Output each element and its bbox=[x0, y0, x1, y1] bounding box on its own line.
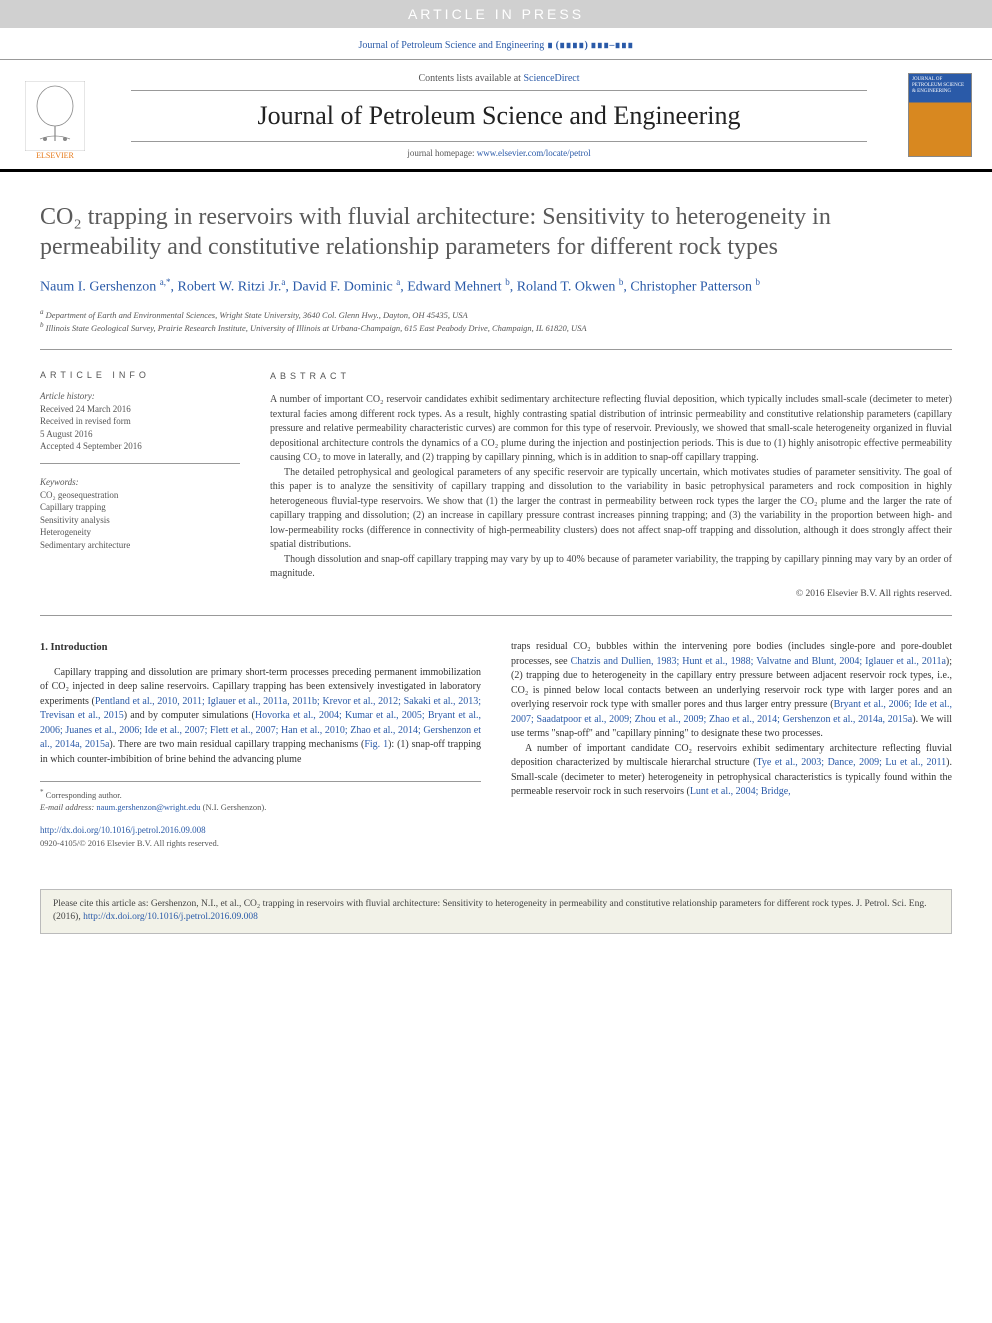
keywords-block: Keywords: CO₂ geosequestration Capillary… bbox=[40, 476, 240, 562]
keyword: Heterogeneity bbox=[40, 526, 240, 539]
elsevier-tree-icon bbox=[25, 81, 85, 151]
elsevier-label: ELSEVIER bbox=[36, 151, 74, 160]
issn-line: 0920-4105/© 2016 Elsevier B.V. All right… bbox=[40, 837, 481, 849]
article-body: CO₂ trapping in reservoirs with fluvial … bbox=[0, 172, 992, 869]
article-info-column: ARTICLE INFO Article history: Received 2… bbox=[40, 370, 240, 601]
affiliation-b: b Illinois State Geological Survey, Prai… bbox=[40, 321, 952, 335]
abstract-copyright: © 2016 Elsevier B.V. All rights reserved… bbox=[270, 588, 952, 602]
intro-heading: 1. Introduction bbox=[40, 640, 481, 655]
email-line: E-mail address: naum.gershenzon@wright.e… bbox=[40, 802, 481, 814]
journal-citation: Journal of Petroleum Science and Enginee… bbox=[0, 28, 992, 59]
text-column-left: 1. Introduction Capillary trapping and d… bbox=[40, 640, 481, 849]
journal-header: ELSEVIER Contents lists available at Sci… bbox=[0, 59, 992, 172]
affiliation-a: a Department of Earth and Environmental … bbox=[40, 308, 952, 322]
intro-p1-cont: traps residual CO₂ bubbles within the in… bbox=[511, 640, 952, 742]
citation-link[interactable]: Chatzis and Dullien, 1983; Hunt et al., … bbox=[571, 656, 946, 667]
article-info-head: ARTICLE INFO bbox=[40, 370, 240, 380]
homepage-link[interactable]: www.elsevier.com/locate/petrol bbox=[477, 148, 591, 158]
journal-citation-name: Journal of Petroleum Science and Enginee… bbox=[359, 40, 545, 51]
history-line: Received 24 March 2016 bbox=[40, 403, 240, 416]
article-title: CO₂ trapping in reservoirs with fluvial … bbox=[40, 202, 952, 262]
sciencedirect-link[interactable]: ScienceDirect bbox=[523, 73, 579, 84]
citation-link[interactable]: Tye et al., 2003; Dance, 2009; Lu et al.… bbox=[756, 757, 946, 768]
main-text-columns: 1. Introduction Capillary trapping and d… bbox=[40, 640, 952, 849]
article-history: Article history: Received 24 March 2016 … bbox=[40, 390, 240, 464]
keywords-label: Keywords: bbox=[40, 476, 240, 489]
figure-link[interactable]: Fig. 1 bbox=[364, 739, 388, 750]
abstract-head: ABSTRACT bbox=[270, 370, 952, 383]
citebox-doi-link[interactable]: http://dx.doi.org/10.1016/j.petrol.2016.… bbox=[83, 912, 258, 922]
keyword: Sedimentary architecture bbox=[40, 539, 240, 552]
homepage-prefix: journal homepage: bbox=[407, 148, 476, 158]
journal-citation-blot: ∎ (∎∎∎∎) ∎∎∎–∎∎∎ bbox=[547, 40, 634, 51]
header-center: Contents lists available at ScienceDirec… bbox=[90, 68, 908, 161]
keyword: CO₂ geosequestration bbox=[40, 489, 240, 502]
keyword: Sensitivity analysis bbox=[40, 514, 240, 527]
intro-p2: A number of important candidate CO₂ rese… bbox=[511, 742, 952, 800]
history-label: Article history: bbox=[40, 390, 240, 403]
footnotes: * Corresponding author. E-mail address: … bbox=[40, 781, 481, 814]
intro-p1: Capillary trapping and dissolution are p… bbox=[40, 666, 481, 768]
please-cite-box: Please cite this article as: Gershenzon,… bbox=[40, 889, 952, 934]
authors-list: Naum I. Gershenzon a,*, Robert W. Ritzi … bbox=[40, 276, 952, 298]
contents-line: Contents lists available at ScienceDirec… bbox=[131, 73, 867, 91]
abstract-p3: Though dissolution and snap-off capillar… bbox=[270, 553, 952, 582]
homepage-line: journal homepage: www.elsevier.com/locat… bbox=[131, 141, 867, 158]
citation-link[interactable]: Lunt et al., 2004; Bridge, bbox=[690, 786, 791, 797]
history-line: Accepted 4 September 2016 bbox=[40, 440, 240, 453]
journal-name: Journal of Petroleum Science and Enginee… bbox=[90, 101, 908, 131]
doi-line: http://dx.doi.org/10.1016/j.petrol.2016.… bbox=[40, 824, 481, 837]
doi-link[interactable]: http://dx.doi.org/10.1016/j.petrol.2016.… bbox=[40, 825, 206, 835]
contents-prefix: Contents lists available at bbox=[418, 73, 523, 84]
watermark-bar: ARTICLE IN PRESS bbox=[0, 0, 992, 28]
text-column-right: traps residual CO₂ bubbles within the in… bbox=[511, 640, 952, 849]
history-line: Received in revised form bbox=[40, 415, 240, 428]
corresponding-author: * Corresponding author. bbox=[40, 788, 481, 802]
info-abstract-row: ARTICLE INFO Article history: Received 2… bbox=[40, 370, 952, 616]
affiliations: a Department of Earth and Environmental … bbox=[40, 308, 952, 350]
journal-cover-thumbnail: JOURNAL OF PETROLEUM SCIENCE & ENGINEERI… bbox=[908, 73, 972, 157]
elsevier-logo: ELSEVIER bbox=[20, 70, 90, 160]
abstract-p2: The detailed petrophysical and geologica… bbox=[270, 466, 952, 553]
email-link[interactable]: naum.gershenzon@wright.edu bbox=[96, 802, 200, 812]
history-line: 5 August 2016 bbox=[40, 428, 240, 441]
abstract-column: ABSTRACT A number of important CO₂ reser… bbox=[270, 370, 952, 601]
abstract-p1: A number of important CO₂ reservoir cand… bbox=[270, 393, 952, 466]
keyword: Capillary trapping bbox=[40, 501, 240, 514]
